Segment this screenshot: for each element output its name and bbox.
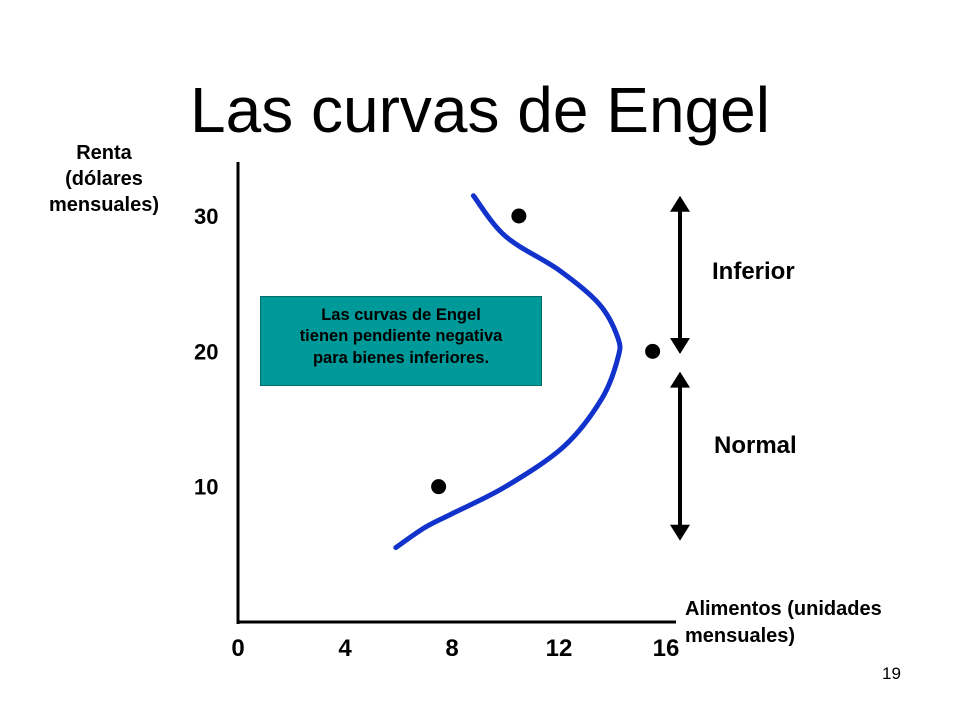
data-points xyxy=(431,208,661,495)
y-axis-label-line: Renta xyxy=(76,142,132,164)
slide-title: Las curvas de Engel xyxy=(190,74,770,146)
y-axis-label-line: (dólares xyxy=(65,168,143,190)
range-arrow-head-down xyxy=(670,524,690,541)
data-point xyxy=(431,479,447,495)
y-axis-label-line: mensuales) xyxy=(48,194,160,216)
annotation-line: tienen pendiente negativa xyxy=(299,327,503,346)
data-point xyxy=(511,208,527,224)
engel-curve-line xyxy=(393,193,623,551)
annotation-line: para bienes inferiores. xyxy=(312,348,490,367)
y-tick-label: 30 xyxy=(194,204,218,229)
x-tick-label: 0 xyxy=(231,635,244,662)
range-label-inferior: Inferior xyxy=(712,258,795,285)
range-arrows xyxy=(670,195,690,541)
range-arrow-head-down xyxy=(670,338,690,355)
x-tick-label: 4 xyxy=(338,635,352,662)
range-arrow-head-up xyxy=(670,371,690,388)
annotation-box: Las curvas de Engel tienen pendiente neg… xyxy=(260,296,542,386)
x-tick-label: 8 xyxy=(445,635,458,662)
x-axis-label: Alimentos (unidades mensuales) xyxy=(685,596,882,649)
x-tick-label: 12 xyxy=(546,635,573,662)
page-number: 19 xyxy=(882,664,901,683)
range-arrow-head-up xyxy=(670,195,690,212)
engel-curve xyxy=(393,193,623,551)
range-label-normal: Normal xyxy=(714,432,797,459)
x-tick-label: 16 xyxy=(653,635,680,662)
annotation-line: Las curvas de Engel xyxy=(321,306,481,324)
y-tick-label: 20 xyxy=(194,339,218,364)
x-axis-label-line: mensuales) xyxy=(685,624,796,647)
y-axis-label: Renta (dólares mensuales) xyxy=(30,140,178,218)
axes xyxy=(236,162,676,624)
data-point xyxy=(645,343,661,359)
x-axis-label-line: Alimentos (unidades xyxy=(685,598,882,620)
y-tick-label: 10 xyxy=(194,475,218,500)
tick-labels: 0 4 8 12 16 10 20 30 xyxy=(194,204,679,662)
